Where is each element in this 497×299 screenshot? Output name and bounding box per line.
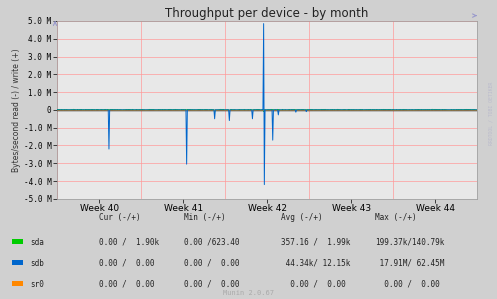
Text: sda: sda bbox=[30, 238, 44, 247]
Text: 17.91M/ 62.45M: 17.91M/ 62.45M bbox=[375, 259, 445, 268]
Title: Throughput per device - by month: Throughput per device - by month bbox=[166, 7, 369, 20]
Text: 0.00 /  0.00: 0.00 / 0.00 bbox=[375, 280, 440, 289]
Text: 44.34k/ 12.15k: 44.34k/ 12.15k bbox=[281, 259, 350, 268]
Text: 0.00 /  0.00: 0.00 / 0.00 bbox=[99, 259, 155, 268]
Y-axis label: Bytes/second read (-) / write (+): Bytes/second read (-) / write (+) bbox=[12, 48, 21, 172]
Text: 0.00 /  1.90k: 0.00 / 1.90k bbox=[99, 238, 160, 247]
Text: sr0: sr0 bbox=[30, 280, 44, 289]
Text: sdb: sdb bbox=[30, 259, 44, 268]
Text: Min (-/+): Min (-/+) bbox=[184, 213, 226, 222]
Text: 0.00 /623.40: 0.00 /623.40 bbox=[184, 238, 240, 247]
Text: 0.00 /  0.00: 0.00 / 0.00 bbox=[281, 280, 345, 289]
Text: 357.16 /  1.99k: 357.16 / 1.99k bbox=[281, 238, 350, 247]
Text: RRDTOOL / TOBI OETIKER: RRDTOOL / TOBI OETIKER bbox=[488, 82, 493, 145]
Text: 0.00 /  0.00: 0.00 / 0.00 bbox=[184, 259, 240, 268]
Text: 199.37k/140.79k: 199.37k/140.79k bbox=[375, 238, 445, 247]
Text: 0.00 /  0.00: 0.00 / 0.00 bbox=[184, 280, 240, 289]
Text: Cur (-/+): Cur (-/+) bbox=[99, 213, 141, 222]
Text: Max (-/+): Max (-/+) bbox=[375, 213, 417, 222]
Text: Avg (-/+): Avg (-/+) bbox=[281, 213, 323, 222]
Text: Munin 2.0.67: Munin 2.0.67 bbox=[223, 290, 274, 296]
Text: 0.00 /  0.00: 0.00 / 0.00 bbox=[99, 280, 155, 289]
